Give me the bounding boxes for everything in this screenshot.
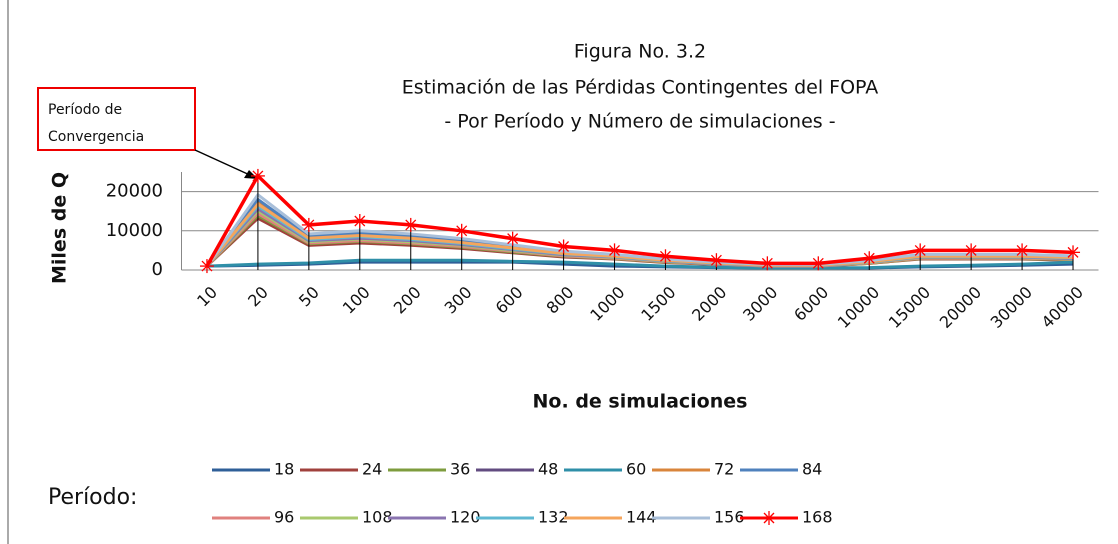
marker xyxy=(1015,243,1029,257)
marker xyxy=(404,218,418,232)
marker xyxy=(1066,245,1080,259)
x-tick-label: 600 xyxy=(492,283,527,318)
legend-label: 18 xyxy=(274,460,294,479)
legend-label: 96 xyxy=(274,508,294,527)
legend-label: 120 xyxy=(450,508,481,527)
marker xyxy=(251,169,265,183)
x-tick-label: 10 xyxy=(193,283,221,311)
series-line xyxy=(207,176,1073,266)
legend-label: 108 xyxy=(362,508,393,527)
x-tick-label: 30000 xyxy=(987,283,1036,332)
marker xyxy=(762,511,776,525)
y-axis-title: Miles de Q xyxy=(49,172,71,284)
legend-label: 156 xyxy=(714,508,745,527)
marker xyxy=(455,224,469,238)
marker xyxy=(353,214,367,228)
x-tick-label: 1000 xyxy=(586,283,628,325)
marker xyxy=(608,243,622,257)
x-tick-label: 1500 xyxy=(637,283,679,325)
legend-label: 60 xyxy=(626,460,646,479)
marker xyxy=(557,239,571,253)
x-axis-title: No. de simulaciones xyxy=(533,391,748,413)
chart-title: Estimación de las Pérdidas Contingentes … xyxy=(402,77,879,99)
legend-label: 36 xyxy=(450,460,470,479)
marker xyxy=(862,251,876,265)
x-tick-label: 300 xyxy=(441,283,476,318)
legend-title: Período: xyxy=(48,485,137,510)
annotation-text: Período de xyxy=(48,102,122,118)
x-tick-label: 10000 xyxy=(834,283,883,332)
x-tick-label: 200 xyxy=(390,283,425,318)
chart-subtitle: - Por Período y Número de simulaciones - xyxy=(444,111,835,133)
marker xyxy=(811,256,825,270)
x-tick-label: 3000 xyxy=(739,283,781,325)
chart-title: Figura No. 3.2 xyxy=(574,41,706,63)
marker xyxy=(658,249,672,263)
marker xyxy=(200,259,214,273)
legend-label: 144 xyxy=(626,508,657,527)
x-tick-label: 2000 xyxy=(688,283,730,325)
legend-label: 84 xyxy=(802,460,822,479)
annotation-arrow xyxy=(195,150,252,176)
y-tick-label: 20000 xyxy=(106,181,163,202)
x-tick-label: 50 xyxy=(295,283,323,311)
x-tick-label: 20000 xyxy=(936,283,985,332)
x-tick-label: 100 xyxy=(339,283,374,318)
marker xyxy=(709,253,723,267)
x-tick-label: 15000 xyxy=(885,283,934,332)
y-tick-label: 0 xyxy=(152,259,163,280)
marker xyxy=(760,256,774,270)
legend-label: 168 xyxy=(802,508,833,527)
x-tick-label: 6000 xyxy=(790,283,832,325)
marker xyxy=(302,218,316,232)
legend-label: 24 xyxy=(362,460,382,479)
marker xyxy=(506,232,520,246)
x-tick-label: 20 xyxy=(244,283,272,311)
annotation-text: Convergencia xyxy=(48,129,144,145)
y-tick-label: 10000 xyxy=(106,220,163,241)
marker xyxy=(913,243,927,257)
x-tick-label: 40000 xyxy=(1038,283,1087,332)
legend-label: 72 xyxy=(714,460,734,479)
legend-label: 48 xyxy=(538,460,558,479)
chart: Figura No. 3.2 Estimación de las Pérdida… xyxy=(0,0,1118,544)
x-tick-label: 800 xyxy=(543,283,578,318)
marker xyxy=(964,243,978,257)
legend-label: 132 xyxy=(538,508,569,527)
